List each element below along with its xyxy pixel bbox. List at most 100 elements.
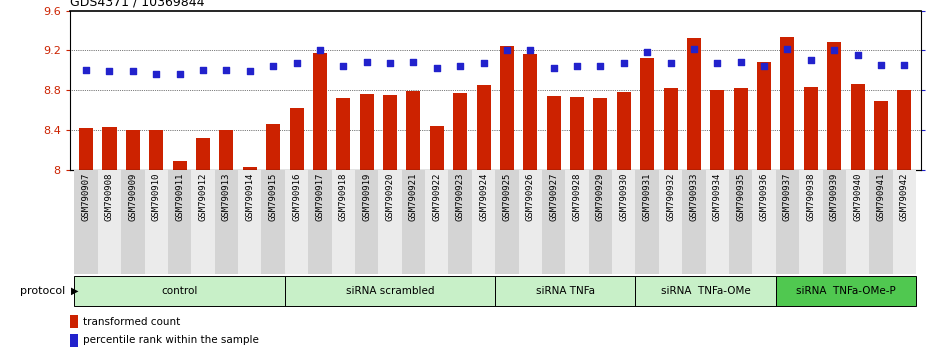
Text: GSM790912: GSM790912 bbox=[198, 173, 207, 222]
Text: GSM790924: GSM790924 bbox=[479, 173, 488, 222]
Bar bbox=[617, 92, 631, 170]
Bar bbox=[261, 170, 285, 274]
Bar bbox=[752, 170, 776, 274]
Text: GSM790917: GSM790917 bbox=[315, 173, 325, 222]
Point bbox=[243, 68, 258, 74]
Text: transformed count: transformed count bbox=[83, 316, 180, 327]
Bar bbox=[453, 93, 467, 170]
Text: GSM790939: GSM790939 bbox=[830, 173, 839, 222]
Bar bbox=[799, 170, 822, 274]
Bar bbox=[897, 90, 911, 170]
Point bbox=[710, 60, 724, 66]
Text: GSM790923: GSM790923 bbox=[456, 173, 465, 222]
Point bbox=[336, 64, 351, 69]
Point bbox=[149, 72, 164, 77]
FancyBboxPatch shape bbox=[285, 276, 495, 306]
Text: siRNA scrambled: siRNA scrambled bbox=[346, 286, 434, 296]
Bar bbox=[196, 138, 210, 170]
Point bbox=[523, 47, 538, 53]
Bar bbox=[406, 91, 420, 170]
Bar bbox=[542, 170, 565, 274]
Text: siRNA  TNFa-OMe: siRNA TNFa-OMe bbox=[660, 286, 751, 296]
Bar bbox=[804, 87, 817, 170]
FancyBboxPatch shape bbox=[74, 276, 285, 306]
Point bbox=[850, 52, 865, 58]
Bar bbox=[846, 170, 870, 274]
Bar bbox=[729, 170, 752, 274]
Point bbox=[663, 60, 678, 66]
Text: GSM790908: GSM790908 bbox=[105, 173, 114, 222]
Bar bbox=[379, 170, 402, 274]
Point bbox=[546, 65, 561, 71]
Text: control: control bbox=[162, 286, 198, 296]
Bar bbox=[658, 170, 683, 274]
Bar bbox=[355, 170, 379, 274]
Bar bbox=[173, 161, 187, 170]
Bar bbox=[192, 170, 215, 274]
Point bbox=[873, 62, 888, 68]
Point bbox=[593, 64, 608, 69]
Text: GSM790925: GSM790925 bbox=[502, 173, 512, 222]
Bar bbox=[70, 334, 78, 347]
Text: GSM790920: GSM790920 bbox=[386, 173, 394, 222]
Point bbox=[430, 65, 445, 71]
Text: GSM790937: GSM790937 bbox=[783, 173, 792, 222]
Bar bbox=[757, 62, 771, 170]
Bar bbox=[121, 170, 144, 274]
Bar bbox=[312, 53, 327, 170]
Bar bbox=[238, 170, 261, 274]
Point bbox=[827, 47, 842, 53]
Bar bbox=[780, 36, 794, 170]
FancyBboxPatch shape bbox=[776, 276, 916, 306]
Point bbox=[406, 59, 421, 64]
Bar bbox=[593, 98, 607, 170]
Point bbox=[617, 60, 631, 66]
Bar bbox=[476, 85, 490, 170]
Point bbox=[569, 64, 584, 69]
Bar bbox=[360, 94, 374, 170]
Text: GSM790933: GSM790933 bbox=[689, 173, 698, 222]
Bar bbox=[126, 130, 140, 170]
Text: GSM790926: GSM790926 bbox=[525, 173, 535, 222]
Bar bbox=[687, 39, 701, 170]
Bar bbox=[547, 96, 561, 170]
Text: GSM790932: GSM790932 bbox=[666, 173, 675, 222]
Bar bbox=[711, 90, 724, 170]
Point bbox=[897, 62, 911, 68]
FancyBboxPatch shape bbox=[495, 276, 635, 306]
Point bbox=[453, 64, 468, 69]
Text: GSM790927: GSM790927 bbox=[550, 173, 558, 222]
Point bbox=[382, 60, 397, 66]
Bar bbox=[706, 170, 729, 274]
Text: siRNA  TNFa-OMe-P: siRNA TNFa-OMe-P bbox=[796, 286, 896, 296]
Text: GSM790907: GSM790907 bbox=[82, 173, 90, 222]
Bar bbox=[285, 170, 308, 274]
Point bbox=[102, 68, 117, 74]
Text: GSM790913: GSM790913 bbox=[222, 173, 231, 222]
Bar bbox=[851, 84, 865, 170]
Bar bbox=[430, 126, 444, 170]
Text: GSM790930: GSM790930 bbox=[619, 173, 629, 222]
Point bbox=[79, 67, 94, 72]
Bar bbox=[827, 42, 842, 170]
Text: GSM790931: GSM790931 bbox=[643, 173, 652, 222]
Text: GSM790934: GSM790934 bbox=[712, 173, 722, 222]
Point bbox=[499, 47, 514, 53]
Text: GSM790921: GSM790921 bbox=[409, 173, 418, 222]
Bar bbox=[472, 170, 495, 274]
Bar bbox=[612, 170, 635, 274]
Bar bbox=[149, 130, 164, 170]
Point bbox=[359, 59, 374, 64]
Bar bbox=[874, 101, 888, 170]
Text: GSM790916: GSM790916 bbox=[292, 173, 301, 222]
Bar bbox=[332, 170, 355, 274]
Bar bbox=[219, 130, 233, 170]
Text: GSM790919: GSM790919 bbox=[362, 173, 371, 222]
Bar bbox=[98, 170, 121, 274]
Bar bbox=[402, 170, 425, 274]
Point bbox=[804, 57, 818, 63]
Point bbox=[476, 60, 491, 66]
Bar bbox=[266, 124, 280, 170]
Point bbox=[289, 60, 304, 66]
Text: siRNA TNFa: siRNA TNFa bbox=[536, 286, 595, 296]
